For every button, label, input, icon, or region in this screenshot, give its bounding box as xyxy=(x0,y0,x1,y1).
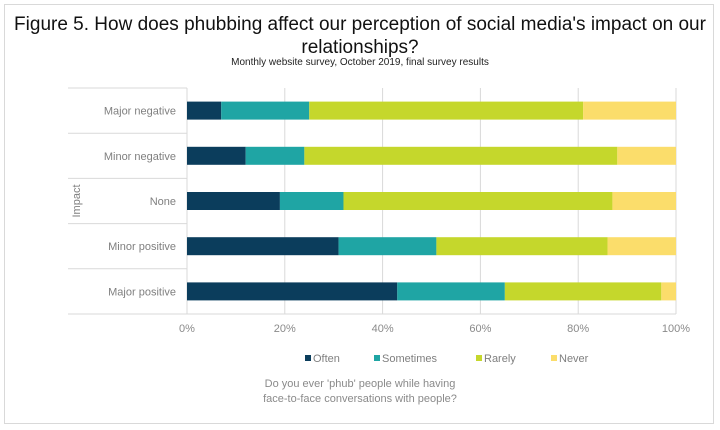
chart-title: Figure 5. How does phubbing affect our p… xyxy=(14,14,706,58)
bar-segment-often xyxy=(187,192,280,210)
category-label: Major negative xyxy=(104,106,176,118)
x-tick-label: 60% xyxy=(469,323,491,335)
bar-segment-rarely xyxy=(304,146,618,165)
bar-segment-never xyxy=(612,192,676,210)
legend-label-sometimes: Sometimes xyxy=(382,353,438,365)
legend-swatch-sometimes xyxy=(374,355,380,361)
chart-frame xyxy=(4,4,714,424)
bar-segment-never xyxy=(617,146,676,165)
x-tick-label: 80% xyxy=(567,323,589,335)
chart-subtitle: Monthly website survey, October 2019, fi… xyxy=(231,57,489,68)
legend-swatch-often xyxy=(305,355,311,361)
legend-title-line-1: Do you ever 'phub' people while having xyxy=(264,378,456,390)
bar-segment-never xyxy=(661,282,676,301)
bar-segment-sometimes xyxy=(338,237,437,256)
bar-segment-rarely xyxy=(436,237,608,256)
legend-swatch-rarely xyxy=(476,355,482,361)
legend-label-rarely: Rarely xyxy=(484,353,516,365)
legend-title-line-2: face-to-face conversations with people? xyxy=(263,393,457,405)
bar-segment-rarely xyxy=(343,192,613,210)
category-label: Minor positive xyxy=(108,241,176,253)
x-tick-label: 100% xyxy=(662,323,690,335)
bar-segment-often xyxy=(187,146,246,165)
x-tick-label: 20% xyxy=(274,323,296,335)
y-axis-title: Impact xyxy=(71,184,83,217)
bar-segment-rarely xyxy=(309,101,584,120)
bar-segment-never xyxy=(607,237,676,256)
bar-segment-sometimes xyxy=(397,282,505,301)
bar-segment-often xyxy=(187,282,398,301)
legend-swatch-never xyxy=(551,355,557,361)
bar-segment-sometimes xyxy=(245,146,305,165)
legend-label-never: Never xyxy=(559,353,589,365)
category-label: Major positive xyxy=(108,286,176,298)
bar-segment-sometimes xyxy=(279,192,344,210)
category-label: None xyxy=(150,196,176,208)
category-label: Minor negative xyxy=(104,151,176,163)
bar-segment-never xyxy=(583,101,676,120)
x-tick-label: 40% xyxy=(372,323,394,335)
bar-segment-often xyxy=(187,101,222,120)
bar-segment-sometimes xyxy=(221,101,310,120)
x-tick-label: 0% xyxy=(179,323,195,335)
bar-segment-often xyxy=(187,237,339,256)
legend-title: Do you ever 'phub' people while having f… xyxy=(0,377,720,407)
bar-segment-rarely xyxy=(504,282,662,301)
legend-label-often: Often xyxy=(313,353,340,365)
